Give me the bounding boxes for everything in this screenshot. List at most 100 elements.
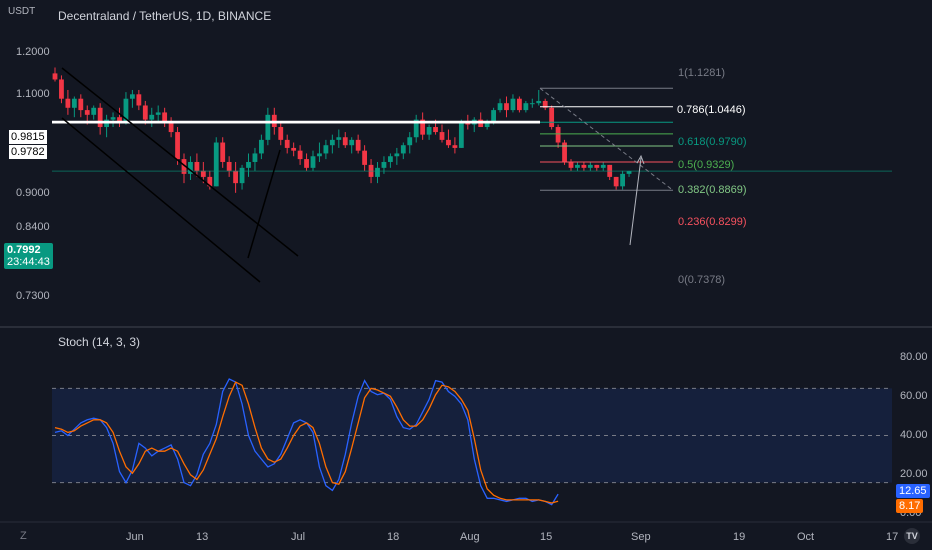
candle (117, 117, 122, 123)
candle (78, 98, 84, 111)
price-tick: 1.1000 (16, 88, 50, 100)
candle (259, 139, 264, 154)
candle (207, 176, 213, 187)
candle (194, 161, 200, 171)
stoch-title: Stoch (14, 3, 3) (58, 335, 141, 349)
candle (317, 153, 322, 157)
time-tick: Jul (291, 531, 306, 543)
candle (568, 161, 574, 168)
candle (381, 161, 387, 168)
candle (407, 137, 413, 146)
candle (613, 176, 619, 187)
time-tick: 18 (387, 531, 400, 543)
candle (542, 100, 548, 108)
candle (149, 114, 155, 120)
stoch-k-tag: 12.65 (896, 484, 930, 498)
candle (123, 98, 129, 123)
last-price: 0.7992 (7, 244, 41, 256)
candle (555, 127, 561, 143)
candle (426, 127, 432, 135)
fib-label: 0.5(0.9329) (678, 159, 735, 171)
candle (549, 107, 555, 128)
candle (413, 119, 419, 138)
candle (265, 114, 271, 140)
candle (162, 112, 168, 123)
time-tick: 15 (540, 531, 553, 543)
chart-title: Decentraland / TetherUS, 1D, BINANCE (58, 9, 272, 23)
candle (562, 142, 567, 162)
stoch-tick: 60.00 (900, 390, 928, 402)
candle (523, 103, 529, 111)
candle (446, 139, 451, 146)
candle (297, 150, 303, 160)
candle (484, 122, 490, 128)
candle (626, 171, 632, 174)
fib-label: 1(1.1281) (678, 67, 726, 79)
candle (142, 105, 148, 120)
level-tag: 0.9815 (9, 130, 47, 144)
candle (355, 139, 361, 151)
candle (284, 139, 290, 148)
candle (452, 145, 458, 148)
time-tick: Jun (126, 531, 144, 543)
stoch-d-tag: 8.17 (896, 499, 924, 513)
candle (536, 100, 542, 104)
last-price-tag: 0.7992 23:44:43 (4, 243, 53, 269)
candle (233, 170, 238, 184)
candle (388, 156, 393, 162)
time-tick: 19 (733, 531, 746, 543)
stoch-tick: 80.00 (900, 351, 928, 363)
candle (226, 161, 232, 171)
candle (433, 127, 438, 133)
candle (439, 132, 445, 140)
projection-arrow-head (636, 154, 645, 165)
candle (59, 79, 64, 99)
time-tick: Aug (460, 531, 480, 543)
candle (181, 159, 187, 174)
candle (110, 117, 116, 120)
candle (188, 161, 193, 174)
candle (336, 137, 342, 140)
channel-line-lower (61, 117, 261, 283)
time-tick: Oct (797, 531, 815, 543)
breakout-line (247, 149, 281, 259)
price-tick: 0.8400 (16, 221, 50, 233)
candle (252, 153, 258, 162)
candle (168, 122, 174, 133)
fib-label: 0.618(0.9790) (678, 136, 747, 148)
price-tick: 0.7300 (16, 290, 50, 302)
candle (246, 161, 251, 168)
tradingview-logo-icon[interactable]: TV (904, 528, 920, 544)
candle (342, 137, 348, 146)
candle (575, 164, 580, 168)
candle (200, 170, 206, 177)
candle (239, 167, 245, 184)
candle (213, 142, 219, 187)
goto-date-icon[interactable]: Z (20, 530, 27, 542)
candle (97, 107, 103, 128)
candle (349, 139, 355, 146)
candle (220, 142, 226, 162)
candle (329, 139, 335, 146)
fib-label: 0(0.7378) (678, 274, 726, 286)
candle (52, 73, 58, 80)
candle (620, 173, 625, 187)
candle (304, 159, 309, 168)
candle (278, 127, 284, 140)
candle (594, 164, 600, 168)
candle (581, 164, 587, 168)
candle (510, 98, 516, 111)
projection-arrow (629, 157, 642, 246)
fib-label: 0.236(0.8299) (678, 216, 747, 228)
candle (65, 98, 71, 108)
stoch-tick: 20.00 (900, 468, 928, 480)
time-tick: 13 (196, 531, 209, 543)
candle (394, 153, 400, 157)
candle (130, 94, 135, 99)
fib-label: 0.786(1.0446) (677, 104, 746, 116)
candle (310, 156, 316, 168)
candle (375, 167, 380, 177)
time-tick: 17 (886, 531, 899, 543)
stoch-tick: 40.00 (900, 429, 928, 441)
